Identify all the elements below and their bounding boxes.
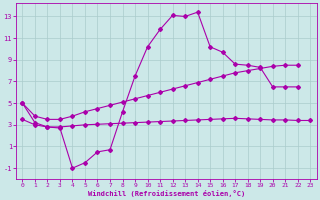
X-axis label: Windchill (Refroidissement éolien,°C): Windchill (Refroidissement éolien,°C) xyxy=(88,190,245,197)
